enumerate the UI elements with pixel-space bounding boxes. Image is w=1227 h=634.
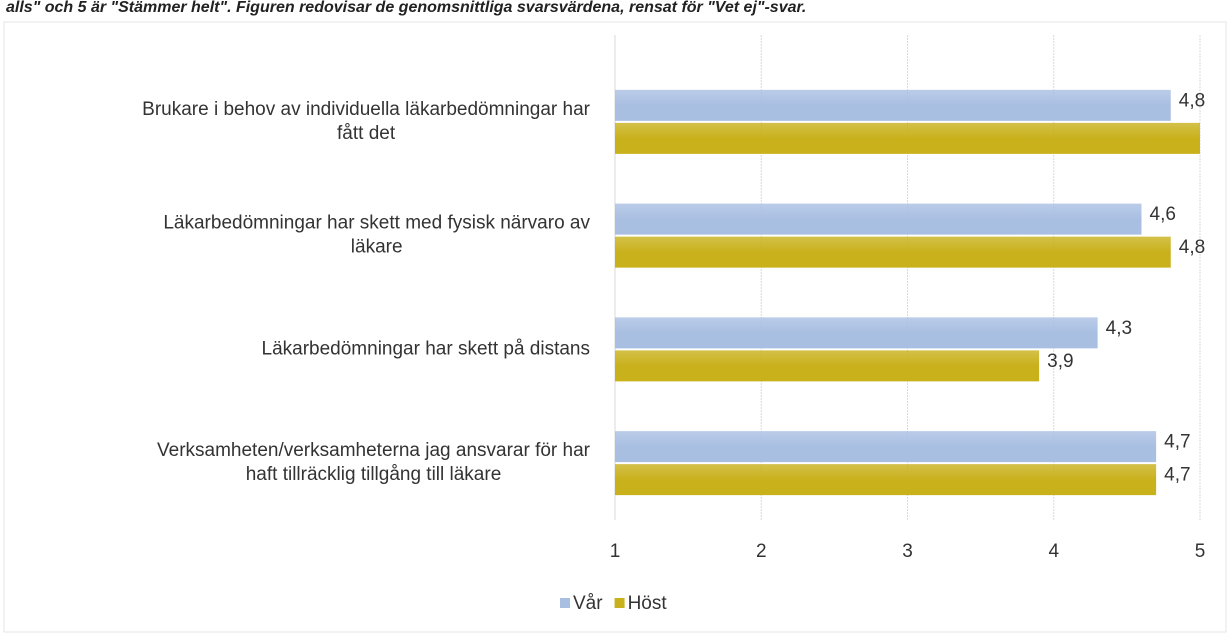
value-label: 3,9	[1047, 351, 1073, 372]
x-tick-label: 5	[1195, 541, 1206, 562]
y-tick-label: Läkarbedömningar har skett med fysisk nä…	[163, 213, 590, 234]
y-tick-label: läkare	[351, 237, 403, 258]
x-tick-label: 1	[610, 541, 621, 562]
x-tick-label: 4	[1048, 541, 1059, 562]
bar	[615, 203, 1142, 235]
bar	[615, 431, 1157, 463]
x-tick-label: 2	[756, 541, 767, 562]
bar	[615, 122, 1200, 154]
value-label: 4,8	[1179, 237, 1205, 258]
y-tick-label: Verksamheten/verksamheterna jag ansvarar…	[157, 440, 591, 461]
legend-label: Höst	[628, 593, 668, 614]
y-tick-label: Läkarbedömningar har skett på distans	[262, 338, 590, 359]
value-label: 4,6	[1150, 204, 1176, 225]
y-tick-label: Brukare i behov av individuella läkarbed…	[142, 99, 590, 120]
y-tick-label: fått det	[337, 123, 396, 144]
value-label: 4,7	[1164, 432, 1190, 453]
legend-label: Vår	[573, 593, 603, 614]
x-tick-label: 3	[902, 541, 913, 562]
bar	[615, 350, 1040, 382]
chart-subtitle: alls" och 5 är "Stämmer helt". Figuren r…	[6, 0, 806, 16]
value-label: 4,7	[1164, 465, 1190, 486]
value-label: 4,3	[1106, 318, 1132, 339]
legend-swatch	[560, 598, 570, 608]
legend-swatch	[614, 598, 625, 608]
bar	[615, 89, 1171, 121]
bar	[615, 317, 1098, 349]
value-label: 4,8	[1179, 90, 1205, 111]
bar	[615, 236, 1171, 268]
bar	[615, 464, 1157, 496]
y-tick-label: haft tillräcklig tillgång till läkare	[246, 464, 502, 485]
